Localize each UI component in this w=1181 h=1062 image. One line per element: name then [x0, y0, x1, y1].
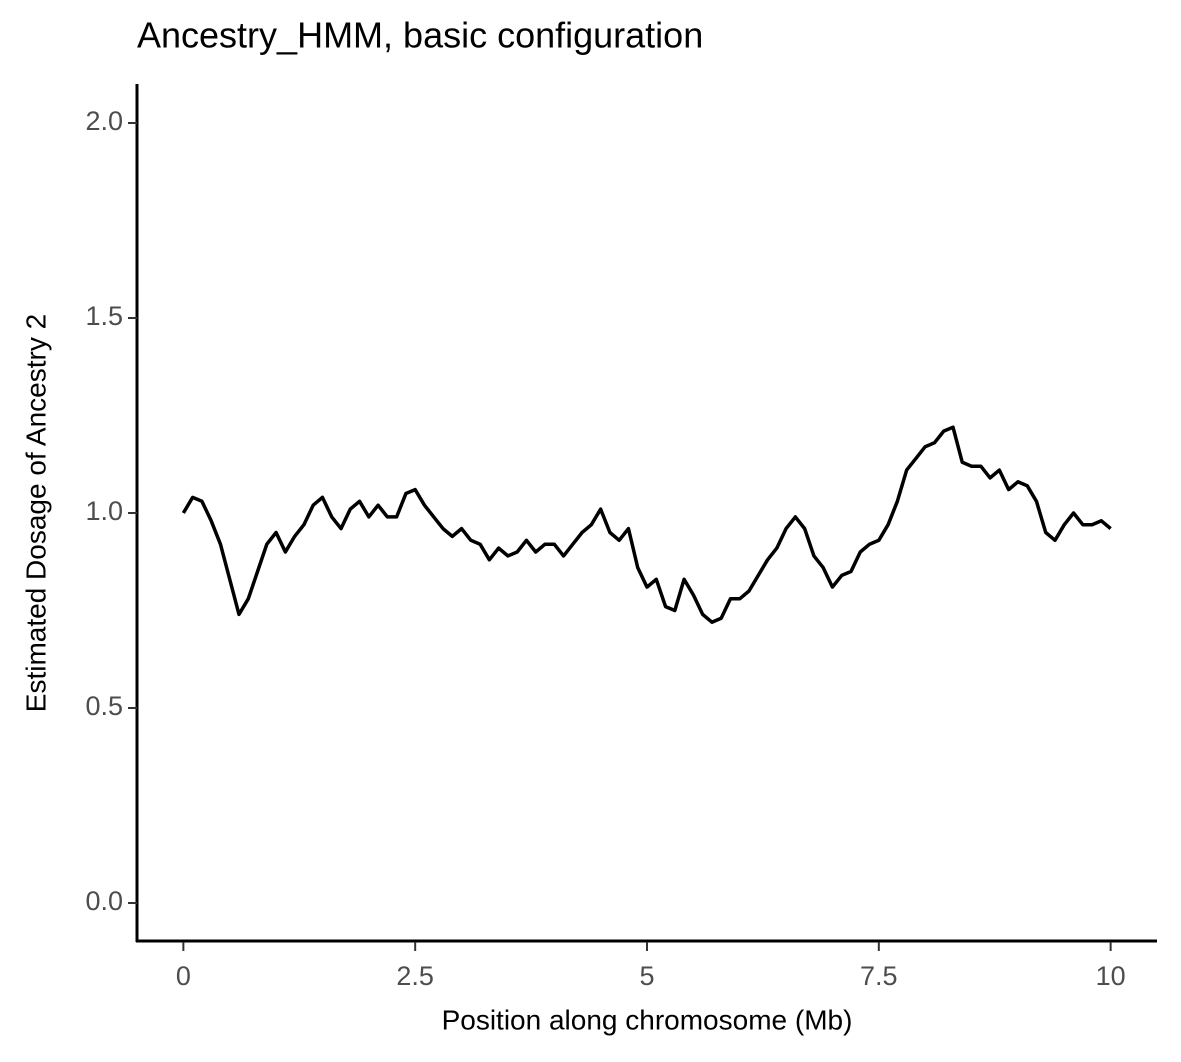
x-tick-label: 2.5: [396, 961, 434, 991]
y-tick-label: 2.0: [85, 106, 123, 136]
y-tick-label: 0.5: [85, 691, 123, 721]
y-tick-label: 1.5: [85, 301, 123, 331]
y-axis-title: Estimated Dosage of Ancestry 2: [20, 314, 51, 712]
chart-title: Ancestry_HMM, basic configuration: [137, 15, 703, 56]
x-tick-label: 5: [639, 961, 654, 991]
line-series: [181, 425, 1112, 624]
x-tick-label: 7.5: [860, 961, 898, 991]
x-tick-label: 0: [176, 961, 191, 991]
y-tick-label: 1.0: [85, 496, 123, 526]
x-tick-label: 10: [1096, 961, 1126, 991]
y-tick-label: 0.0: [85, 886, 123, 916]
x-axis-title: Position along chromosome (Mb): [442, 1004, 853, 1035]
